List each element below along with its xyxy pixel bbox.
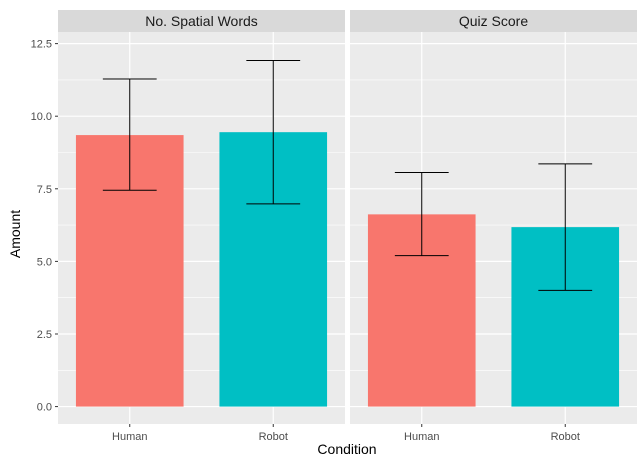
- y-axis: 0.0 2.5 5.0 7.5 10.0 12.5: [31, 39, 58, 414]
- x-tick-label: Human: [112, 431, 147, 443]
- chart-panels: No. Spatial Words Human Robot Quiz Score Hum…: [58, 10, 637, 443]
- y-axis-title: Amount: [7, 210, 23, 258]
- facet-panel-2: Quiz Score Human Robot: [350, 10, 637, 443]
- y-tick-label: 7.5: [37, 184, 52, 196]
- error-bar: [394, 172, 449, 257]
- facet-strip-title: No. Spatial Words: [145, 13, 258, 29]
- y-tick-label: 2.5: [37, 329, 52, 341]
- x-tick-label: Robot: [551, 431, 580, 443]
- x-tick-label: Robot: [259, 431, 288, 443]
- y-tick-label: 12.5: [31, 39, 52, 51]
- facet-strip-title: Quiz Score: [459, 13, 528, 29]
- facet-strip: [58, 10, 345, 32]
- y-tick-label: 5.0: [37, 256, 52, 268]
- error-bar: [538, 163, 593, 291]
- x-axis-title: Condition: [317, 441, 376, 454]
- facet-panel-1: No. Spatial Words Human Robot: [58, 10, 345, 443]
- error-bar: [102, 78, 157, 191]
- y-tick-label: 10.0: [31, 111, 52, 123]
- x-tick-label: Human: [404, 431, 439, 443]
- y-tick-label: 0.0: [37, 402, 52, 414]
- error-bar: [246, 59, 301, 205]
- facet-strip: [350, 10, 637, 32]
